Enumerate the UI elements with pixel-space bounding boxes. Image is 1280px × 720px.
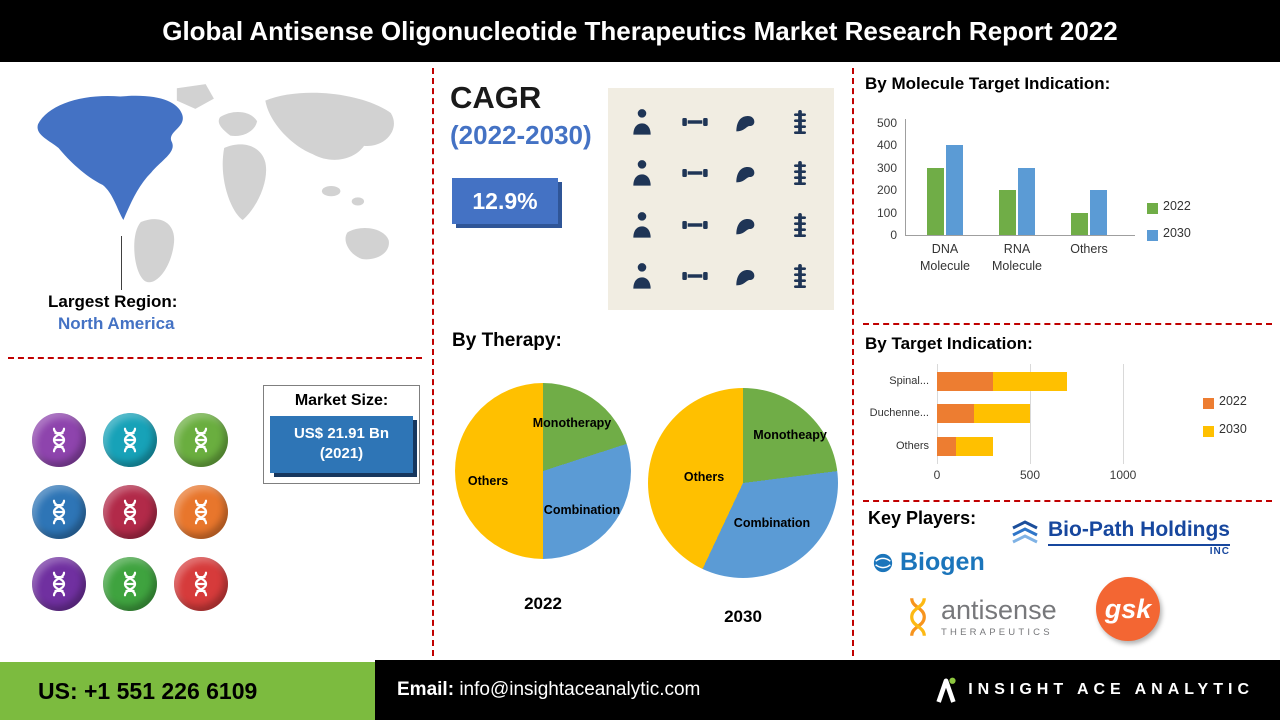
header: Global Antisense Oligonucleotide Therape…	[0, 0, 1280, 62]
footer-email-label: Email:	[397, 679, 455, 700]
pie-year-2030: 2030	[724, 607, 762, 626]
brand-logo: INSIGHT ACE ANALYTIC	[934, 675, 1254, 705]
dna-icon-green	[174, 413, 228, 467]
pie-label-combination-2030: Combination	[733, 516, 811, 530]
left-divider	[8, 357, 422, 359]
spine-icon	[774, 251, 827, 303]
pie-label-combination-2022: Combination	[543, 503, 621, 517]
footer-email-line: Email: info@insightaceanalytic.com	[375, 679, 700, 701]
largest-region-label: Largest Region:	[48, 292, 178, 311]
dna-icon-crimson	[103, 485, 157, 539]
person-figure-icon	[616, 96, 669, 148]
divider-middle-right	[852, 68, 854, 656]
dna-icon-red	[174, 557, 228, 611]
map-australia	[345, 228, 389, 260]
spine-icon	[774, 148, 827, 200]
logo-gsk: gsk	[1096, 577, 1160, 641]
world-map	[37, 84, 394, 283]
map-africa	[222, 144, 267, 220]
dna-icon-blue	[32, 485, 86, 539]
right-divider-1	[863, 323, 1272, 325]
spine-icon	[774, 199, 827, 251]
flex-arm-icon	[721, 199, 774, 251]
flex-arm-icon	[721, 148, 774, 200]
logo-bio-path-holdings: Bio-Path Holdings INC	[1008, 518, 1230, 557]
largest-region-value: North America	[58, 314, 175, 333]
bio-path-chevrons-icon	[1012, 520, 1038, 544]
map-south-america	[134, 219, 175, 283]
cagr-value-box: 12.9%	[452, 178, 558, 224]
map-island	[321, 186, 341, 197]
dna-icon-violet	[32, 557, 86, 611]
pie-label-others-2022: Others	[467, 474, 509, 488]
bio-path-suffix: INC	[1048, 544, 1230, 557]
cagr-period: (2022-2030)	[450, 120, 592, 150]
right-divider-2	[863, 500, 1272, 502]
footer-email: info@insightaceanalytic.com	[459, 679, 701, 700]
dumbbell-icon	[669, 251, 722, 303]
divider-left-middle	[432, 68, 434, 656]
person-figure-icon	[616, 148, 669, 200]
gsk-name: gsk	[1104, 593, 1152, 624]
antisense-name: antisense	[941, 594, 1057, 625]
map-greenland	[176, 84, 214, 109]
person-figure-icon	[616, 251, 669, 303]
spine-icon	[774, 96, 827, 148]
dna-icon-lime	[103, 557, 157, 611]
footer-phone-panel: US: +1 551 226 6109	[0, 662, 375, 720]
antisense-helix-icon	[910, 597, 926, 637]
biogen-globe-icon	[873, 553, 893, 572]
market-size-year: (2021)	[319, 445, 364, 463]
dna-icon-teal	[103, 413, 157, 467]
map-north-america	[37, 95, 183, 220]
flex-arm-icon	[721, 96, 774, 148]
logo-biogen: Biogen	[872, 548, 985, 577]
pie-label-monotherapy-2022: Monotherapy	[532, 416, 612, 430]
map-europe	[218, 112, 258, 136]
pie-chart-2030	[648, 388, 838, 578]
footer-bar: Email: info@insightaceanalytic.com INSIG…	[375, 660, 1280, 720]
insight-ace-icon	[936, 677, 956, 703]
pie-2022-wrap: Monotherapy Combination Others 2022	[448, 380, 638, 625]
logo-antisense-therapeutics: antisense THERAPEUTICS	[903, 594, 1057, 640]
dna-icon-orange	[174, 485, 228, 539]
target-chart-plot: 0 500 1000 Spinal... Duchenne... Others 2022 20…	[865, 358, 1272, 493]
dumbbell-icon	[669, 96, 722, 148]
biogen-name: Biogen	[900, 548, 985, 576]
market-size-label: Market Size:	[294, 392, 389, 409]
person-figure-icon	[616, 199, 669, 251]
dna-icon-purple	[32, 413, 86, 467]
pie-label-others-2030: Others	[683, 470, 725, 484]
pie-year-2022: 2022	[524, 594, 562, 613]
key-players-title: Key Players:	[868, 508, 977, 528]
map-asia	[265, 92, 394, 160]
target-chart-title: By Target Indication:	[865, 334, 1033, 353]
market-size-amount: US$ 21.91 Bn	[293, 425, 390, 442]
map-pointer-line	[121, 236, 122, 290]
market-size-box: Market Size: US$ 21.91 Bn (2021)	[263, 385, 420, 484]
brand-name: INSIGHT ACE ANALYTIC	[968, 681, 1254, 698]
bio-path-name: Bio-Path Holdings	[1048, 518, 1230, 541]
market-size-value: US$ 21.91 Bn (2021)	[270, 416, 413, 473]
pie-label-monotherapy-2030: Monotheapy	[753, 428, 827, 442]
dna-icon-grid	[32, 413, 228, 611]
flex-arm-icon	[721, 251, 774, 303]
dumbbell-icon	[669, 199, 722, 251]
antisense-sub: THERAPEUTICS	[941, 626, 1053, 638]
human-figures-image	[608, 88, 834, 310]
cagr-value: 12.9%	[472, 187, 538, 214]
molecule-chart-plot: 0 100 200 300 400 500 DNA Molecule RNA Molecule Ot…	[876, 116, 1191, 273]
pie-2030-wrap: Monotheapy Combination Others 2030	[641, 385, 845, 637]
molecule-chart-title: By Molecule Target Indication:	[865, 74, 1111, 93]
cagr-label: CAGR	[450, 80, 542, 115]
footer-phone: US: +1 551 226 6109	[38, 677, 258, 704]
by-therapy-title: By Therapy:	[452, 330, 562, 351]
page-title: Global Antisense Oligonucleotide Therape…	[162, 15, 1118, 46]
map-island	[351, 197, 365, 206]
pie-chart-2022	[455, 383, 631, 559]
dumbbell-icon	[669, 148, 722, 200]
